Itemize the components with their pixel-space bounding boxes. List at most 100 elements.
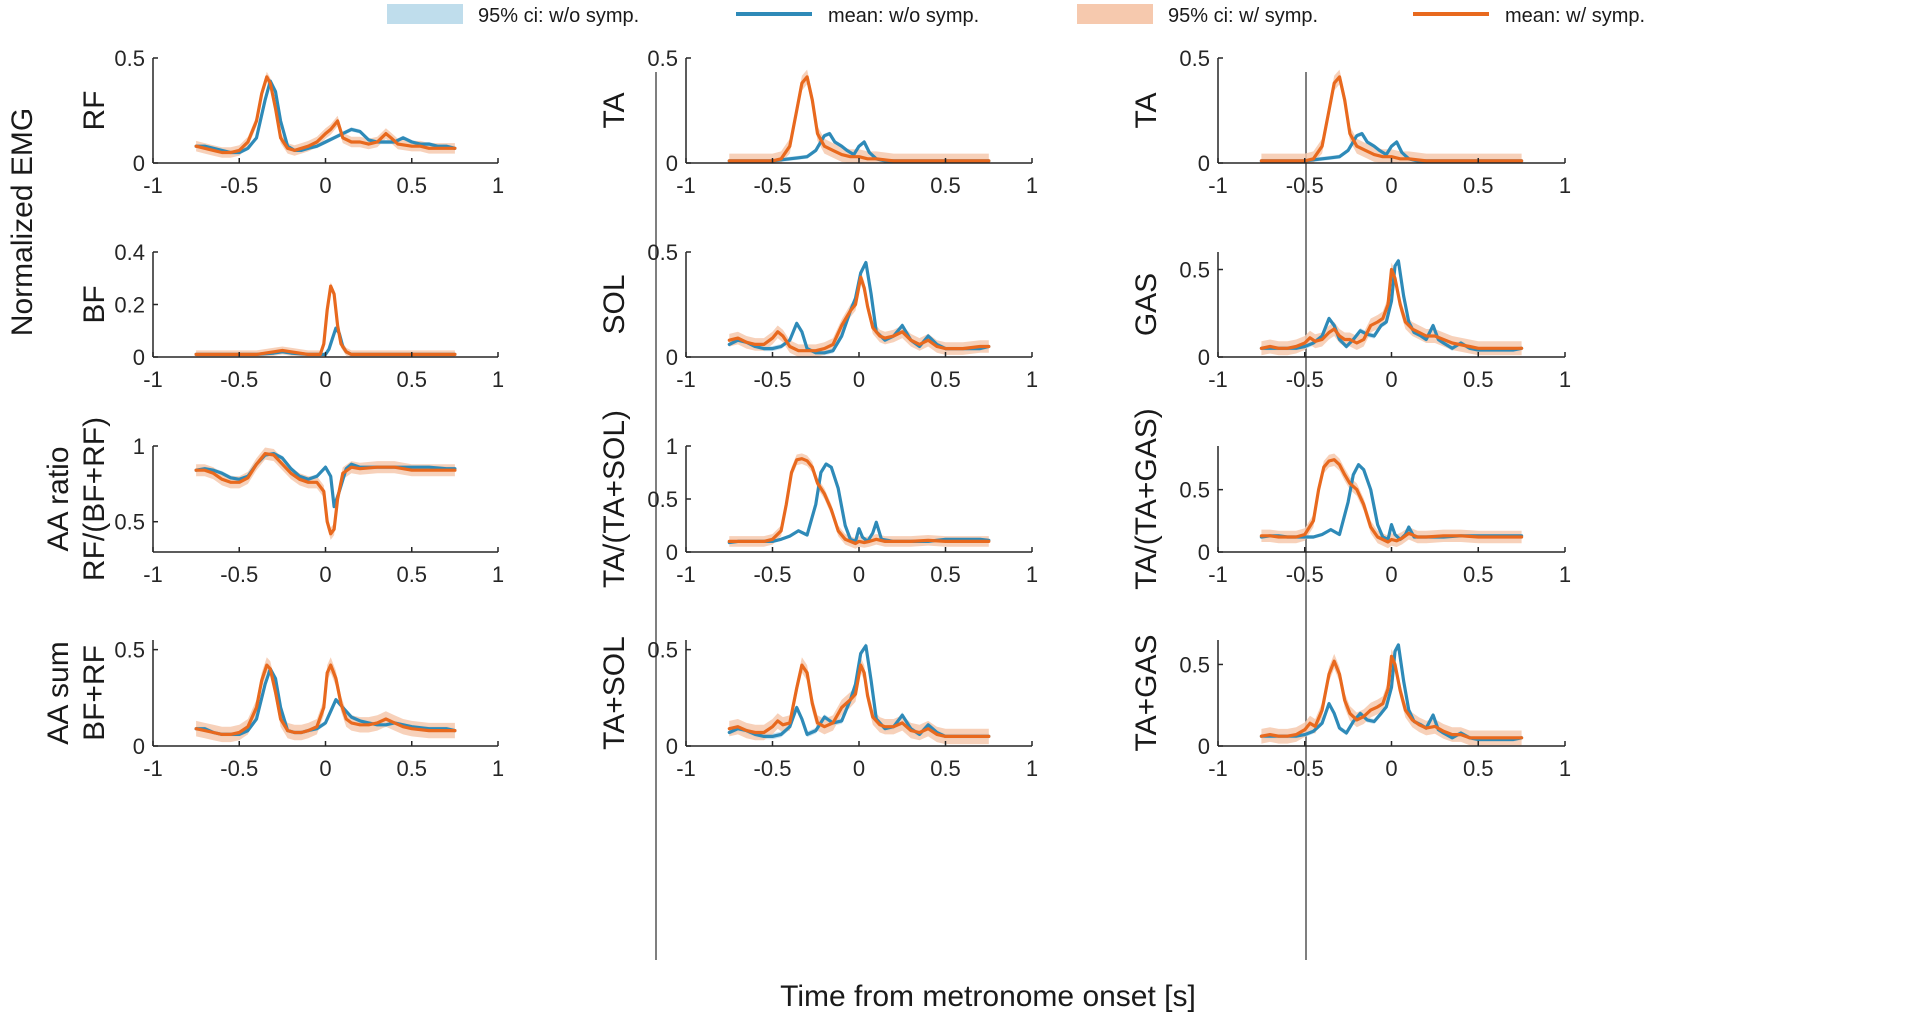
x-tick-label: 0.5 xyxy=(1463,756,1494,781)
x-tick-label: -0.5 xyxy=(220,562,258,587)
series-line xyxy=(727,462,991,545)
y-tick-label: 0.5 xyxy=(1179,258,1210,283)
y-label: AA sum xyxy=(42,641,75,744)
series-line xyxy=(1259,267,1524,350)
x-tick-label: -1 xyxy=(676,562,696,587)
x-tick-label: 0.5 xyxy=(1463,562,1494,587)
x-tick-label: 0 xyxy=(319,562,331,587)
series-line xyxy=(727,75,991,163)
subplot-bf: -1 -0.5 0 0.5 1 0 0.2 0.4BF xyxy=(78,240,504,392)
y-label: TA xyxy=(598,92,631,128)
x-tick-label: 0.5 xyxy=(396,756,427,781)
x-tick-label: 0 xyxy=(1385,562,1397,587)
x-tick-label: 0 xyxy=(319,367,331,392)
x-tick-label: -0.5 xyxy=(754,562,792,587)
x-tick-label: 0 xyxy=(853,367,865,392)
x-tick-label: -0.5 xyxy=(754,756,792,781)
x-tick-label: -1 xyxy=(676,367,696,392)
x-axis-label: Time from metronome onset [s] xyxy=(780,980,1196,1013)
x-tick-label: -1 xyxy=(1208,562,1228,587)
x-tick-label: 0 xyxy=(1385,173,1397,198)
legend-mean-wo-label: mean: w/o symp. xyxy=(828,5,979,27)
x-tick-label: 0.5 xyxy=(930,173,961,198)
y-label: BF xyxy=(78,285,111,323)
y-tick-label: 0 xyxy=(1198,540,1210,565)
y-label: TA xyxy=(1130,92,1163,128)
y-label: TA+SOL xyxy=(598,636,631,750)
x-tick-label: 1 xyxy=(492,173,504,198)
series-line xyxy=(1259,458,1524,544)
x-tick-label: 0.5 xyxy=(396,173,427,198)
x-tick-label: -1 xyxy=(143,756,163,781)
y-tick-label: 0.5 xyxy=(647,638,678,663)
y-label: TA+GAS xyxy=(1130,635,1163,752)
series-line xyxy=(727,275,991,353)
series-line xyxy=(1259,654,1524,740)
subplot-gas: -1 -0.5 0 0.5 1 0 0.5 GAS xyxy=(1130,252,1571,392)
x-tick-label: 1 xyxy=(1559,756,1571,781)
x-tick-label: 0.5 xyxy=(396,367,427,392)
series-line xyxy=(194,663,457,737)
series-line xyxy=(727,663,991,739)
x-tick-label: 0 xyxy=(1385,756,1397,781)
series-line xyxy=(727,260,991,355)
y-tick-label: 0 xyxy=(133,345,145,370)
y-tick-label: 0.5 xyxy=(114,46,145,71)
series-line xyxy=(194,79,457,155)
y-tick-label: 0 xyxy=(1198,734,1210,759)
x-tick-label: -0.5 xyxy=(1286,173,1324,198)
y-tick-label: 0 xyxy=(666,151,678,176)
series-line xyxy=(727,644,991,739)
x-tick-label: 0.5 xyxy=(1463,367,1494,392)
subplot-aa-ratio: -1 -0.5 0 0.5 1 0.5 1 AA ratio RF/(BF+RF) xyxy=(42,417,504,587)
x-tick-label: 1 xyxy=(1026,367,1038,392)
x-tick-label: 0.5 xyxy=(930,367,961,392)
x-tick-label: 1 xyxy=(1559,562,1571,587)
x-tick-label: 0.5 xyxy=(930,562,961,587)
y-label: TA/(TA+GAS) xyxy=(1130,408,1163,589)
legend-ci-w-label: 95% ci: w/ symp. xyxy=(1168,5,1318,27)
y-tick-label: 0.5 xyxy=(1179,478,1210,503)
legend: 95% ci: w/o symp. mean: w/o symp. 95% ci… xyxy=(387,4,1645,27)
y-tick-label: 1 xyxy=(666,434,678,459)
subplot-rf: -1 -0.5 0 0.5 100.5RF xyxy=(78,46,504,198)
x-tick-label: 1 xyxy=(492,562,504,587)
y-tick-label: 0.2 xyxy=(114,293,145,318)
series-line xyxy=(727,457,991,546)
y-label: AA ratio xyxy=(42,446,75,551)
series-line xyxy=(1259,463,1524,542)
x-tick-label: 1 xyxy=(1559,173,1571,198)
subplot-aa-sum: -1 -0.5 0 0.5 1 0 0.5 AA sum BF+RF xyxy=(42,638,504,781)
x-tick-label: 0.5 xyxy=(1463,173,1494,198)
series-line xyxy=(1259,75,1524,163)
x-tick-label: -1 xyxy=(676,173,696,198)
subplot-sol: -1 -0.5 0 0.5 1 0 0.5 SOL xyxy=(598,240,1038,392)
x-tick-label: -0.5 xyxy=(220,173,258,198)
x-tick-label: -0.5 xyxy=(1286,367,1324,392)
series-line xyxy=(1259,643,1524,742)
y-tick-label: 0.5 xyxy=(647,487,678,512)
legend-mean-w-label: mean: w/ symp. xyxy=(1505,5,1645,27)
ci-band xyxy=(729,69,989,163)
x-tick-label: -0.5 xyxy=(1286,756,1324,781)
x-tick-label: 0 xyxy=(319,756,331,781)
x-tick-label: 1 xyxy=(492,367,504,392)
subplot-ta-col3: -1 -0.5 0 0.5 1 0 0.5 TA xyxy=(1130,46,1571,198)
x-tick-label: 0 xyxy=(319,173,331,198)
y-tick-label: 0.5 xyxy=(647,46,678,71)
series-line xyxy=(1259,259,1524,352)
x-tick-label: -0.5 xyxy=(220,367,258,392)
y-label: RF xyxy=(78,91,111,131)
y-tick-label: 0 xyxy=(1198,345,1210,370)
x-tick-label: -1 xyxy=(1208,173,1228,198)
x-tick-label: 1 xyxy=(1559,367,1571,392)
subplot-ta-sum-gas: -1 -0.5 0 0.5 1 0 0.5 TA+GAS xyxy=(1130,635,1571,781)
y-tick-label: 0 xyxy=(1198,151,1210,176)
y-tick-label: 0.5 xyxy=(114,510,145,535)
x-tick-label: -1 xyxy=(143,367,163,392)
y-tick-label: 0 xyxy=(133,734,145,759)
ci-band xyxy=(1261,262,1522,356)
x-tick-label: -0.5 xyxy=(220,756,258,781)
x-tick-label: 0.5 xyxy=(930,756,961,781)
legend-ci-wo-label: 95% ci: w/o symp. xyxy=(478,5,639,27)
